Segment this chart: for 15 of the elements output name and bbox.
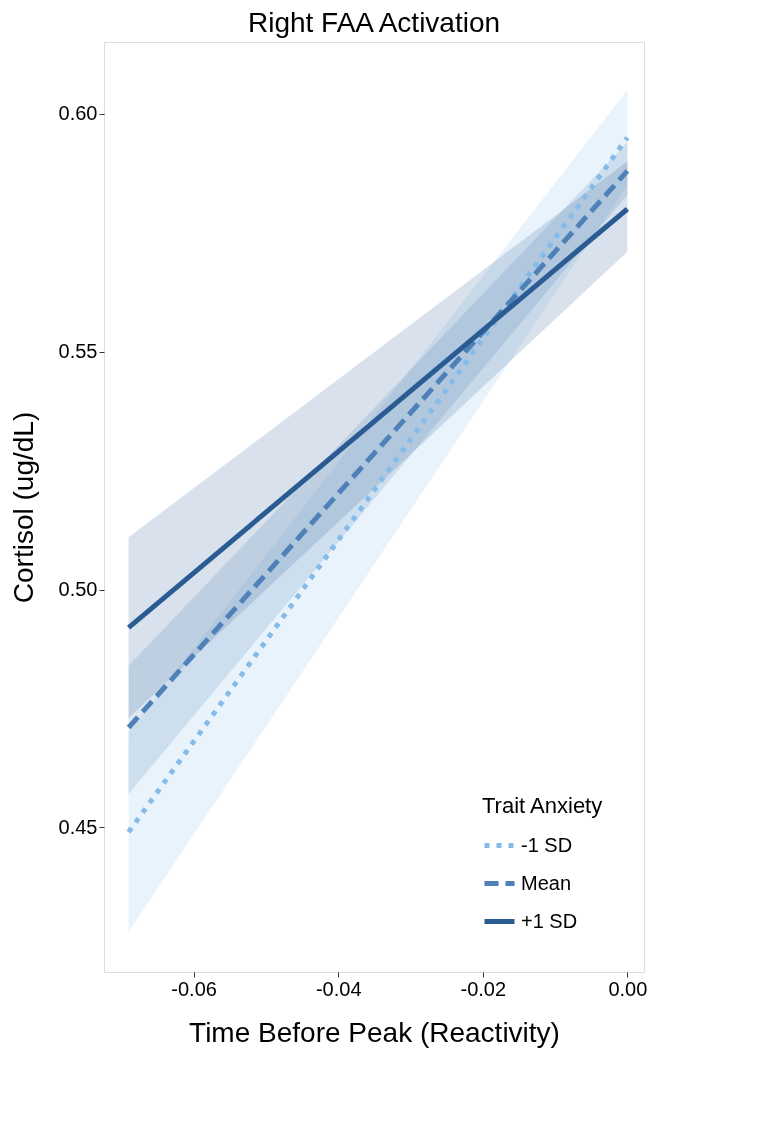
x-tick-label: -0.04 (315, 977, 362, 1000)
y-tick-label: 0.45 (58, 815, 98, 838)
y-tick-label: 0.50 (58, 578, 98, 601)
y-tick-label: 0.60 (58, 102, 98, 125)
chart-title: Right FAA Activation (247, 7, 501, 38)
legend-title: Trait Anxiety (482, 793, 603, 818)
legend-label: -1 SD (521, 833, 573, 856)
x-tick-label: 0.00 (608, 977, 648, 1000)
x-axis-title: Time Before Peak (Reactivity) (189, 1016, 560, 1048)
x-tick-label: -0.06 (171, 977, 217, 1000)
legend-label: Mean (521, 871, 572, 894)
y-tick-label: 0.55 (58, 340, 98, 363)
y-axis-title: Cortisol (ug/dL) (7, 411, 39, 604)
legend-label: +1 SD (521, 909, 578, 932)
x-tick-label: -0.02 (460, 977, 507, 1000)
